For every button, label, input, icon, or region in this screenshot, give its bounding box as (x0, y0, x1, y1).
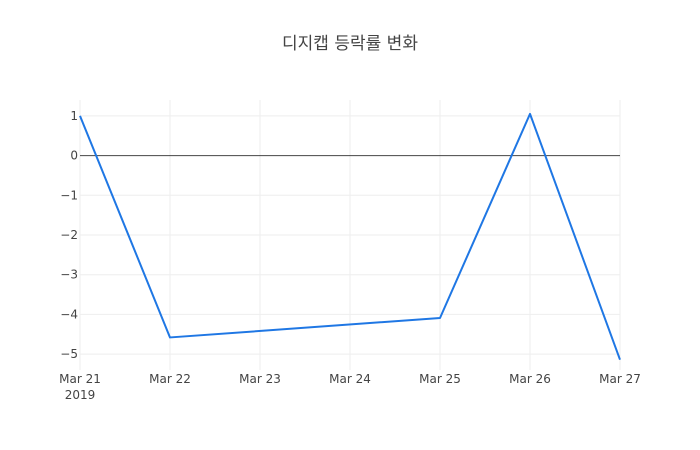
y-tick-label: 1 (70, 109, 78, 123)
series-line (79, 112, 621, 361)
chart-title: 디지캡 등락률 변화 (282, 34, 418, 54)
x-tick-label: Mar 21 (59, 372, 101, 386)
x-tick-label: Mar 26 (509, 372, 551, 386)
grid (79, 100, 621, 370)
y-axis: 1 0 −1 −2 −3 −4 −5 (60, 109, 78, 361)
x-axis: Mar 21 Mar 22 Mar 23 Mar 24 Mar 25 Mar 26 Mar … (59, 372, 641, 402)
x-tick-label: Mar 22 (149, 372, 191, 386)
x-tick-label: Mar 24 (329, 372, 371, 386)
x-tick-label: Mar 23 (239, 372, 281, 386)
y-tick-label: −1 (60, 188, 78, 202)
y-tick-label: 0 (70, 149, 78, 163)
x-tick-year: 2019 (65, 388, 96, 402)
series-layer (79, 112, 621, 361)
y-tick-label: −3 (60, 268, 78, 282)
x-tick-label: Mar 27 (599, 372, 641, 386)
y-tick-label: −2 (60, 228, 78, 242)
x-tick-label: Mar 25 (419, 372, 461, 386)
y-tick-label: −5 (60, 347, 78, 361)
y-tick-label: −4 (60, 307, 78, 321)
